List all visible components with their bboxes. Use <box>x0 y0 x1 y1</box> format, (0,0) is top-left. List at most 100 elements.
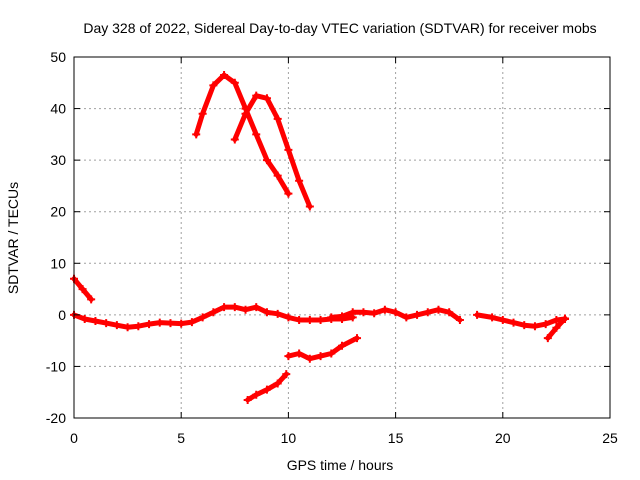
data-point <box>220 71 229 80</box>
data-point <box>252 390 261 399</box>
data-point <box>348 308 357 317</box>
data-point <box>353 334 362 343</box>
data-point <box>543 334 552 343</box>
data-point <box>102 319 111 328</box>
data-point <box>284 145 293 154</box>
data-point <box>552 316 561 325</box>
data-point <box>166 319 175 328</box>
y-tick-label: 50 <box>50 49 66 65</box>
data-point <box>145 320 154 329</box>
data-point <box>230 135 239 144</box>
data-point <box>552 323 561 332</box>
x-tick-label: 25 <box>602 430 618 446</box>
data-point <box>370 309 379 318</box>
data-point <box>338 341 346 350</box>
data-point <box>445 308 454 317</box>
data-point <box>273 171 282 180</box>
data-point <box>198 109 207 118</box>
data-point <box>402 313 411 322</box>
x-tick-label: 5 <box>177 430 185 446</box>
y-tick-label: -10 <box>46 358 66 374</box>
data-point <box>284 313 293 322</box>
data-point <box>305 354 314 363</box>
data-point <box>498 316 507 325</box>
plot-frame <box>73 56 611 419</box>
x-tick-label: 10 <box>281 430 297 446</box>
data-point <box>230 303 239 312</box>
data-point <box>273 309 282 318</box>
data-point <box>209 81 218 90</box>
data-point <box>273 114 282 123</box>
data-series-group <box>70 71 569 404</box>
data-point <box>252 130 261 139</box>
x-axis-label: GPS time / hours <box>287 457 394 473</box>
data-point <box>134 322 143 331</box>
data-point <box>252 303 261 312</box>
data-point <box>220 303 229 312</box>
data-point <box>305 316 314 325</box>
data-point <box>284 352 293 361</box>
data-point <box>252 91 261 100</box>
y-axis-label: SDTVAR / TECUs <box>5 182 21 294</box>
data-point <box>488 313 497 322</box>
chart-title: Day 328 of 2022, Sidereal Day-to-day VTE… <box>83 20 596 36</box>
data-point <box>530 322 539 331</box>
data-point <box>123 323 132 332</box>
data-point <box>359 308 368 317</box>
data-point <box>338 312 346 321</box>
y-tick-label: 40 <box>50 101 66 117</box>
data-point <box>209 308 218 317</box>
data-point <box>295 176 304 185</box>
data-point <box>316 316 325 325</box>
data-point <box>262 94 271 103</box>
data-point <box>192 130 201 139</box>
data-point <box>413 310 422 319</box>
data-point <box>187 318 196 327</box>
data-point <box>262 156 271 165</box>
data-point <box>327 349 336 358</box>
data-point <box>305 202 314 211</box>
data-point <box>520 321 529 330</box>
data-point <box>295 316 304 325</box>
data-point <box>80 314 89 323</box>
data-point <box>177 319 186 328</box>
data-point <box>295 349 304 358</box>
data-point <box>316 352 325 361</box>
data-point <box>391 308 400 317</box>
data-point <box>473 310 482 319</box>
series-track-3 <box>193 72 291 197</box>
data-point <box>230 78 239 87</box>
data-point <box>262 385 271 394</box>
x-tick-label: 0 <box>70 430 78 446</box>
data-point <box>423 308 432 317</box>
y-tick-label: 20 <box>50 204 66 220</box>
data-point <box>282 370 291 379</box>
x-tick-label: 20 <box>495 430 511 446</box>
x-tick-label: 15 <box>388 430 404 446</box>
data-point <box>455 316 464 325</box>
data-point <box>78 285 87 294</box>
data-point <box>560 314 569 323</box>
data-point <box>243 395 252 404</box>
data-point <box>91 317 100 326</box>
y-tick-label: 30 <box>50 152 66 168</box>
data-point <box>241 109 250 118</box>
data-point <box>262 308 271 317</box>
data-point <box>434 305 443 314</box>
data-point <box>509 318 518 327</box>
data-point <box>327 313 336 322</box>
series-track-4 <box>232 93 313 210</box>
axis-ticks: 0 5 10 15 20 25 -20 -10 0 10 20 30 40 50 <box>46 49 618 446</box>
data-point <box>112 321 121 330</box>
data-point <box>273 379 282 388</box>
y-tick-label: 10 <box>50 255 66 271</box>
y-tick-label: 0 <box>58 307 66 323</box>
data-point <box>155 318 164 327</box>
data-point <box>541 320 550 329</box>
data-point <box>284 189 293 198</box>
grid-lines <box>74 57 610 418</box>
data-point <box>198 313 207 322</box>
data-point <box>241 305 250 314</box>
data-point <box>380 305 389 314</box>
